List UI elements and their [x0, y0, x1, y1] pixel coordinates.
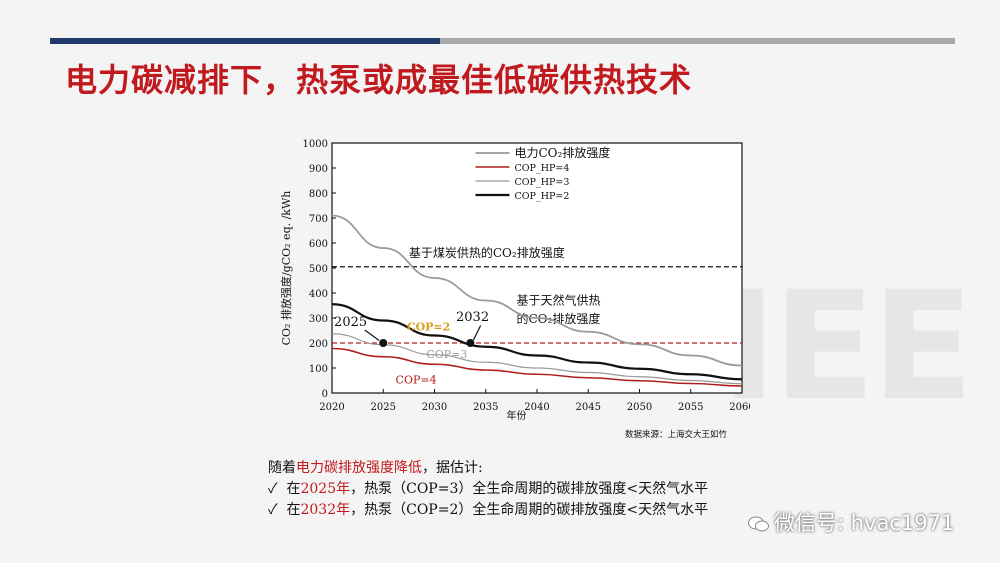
source-note: 数据来源：上海交大王如竹 — [625, 429, 728, 440]
x-tick-label: 2040 — [524, 402, 549, 413]
wechat-watermark: 微信号: hvac1971 — [748, 507, 954, 537]
x-tick-label: 2025 — [371, 402, 396, 413]
x-axis-label: 年份 — [507, 409, 527, 422]
x-tick-label: 2055 — [678, 402, 703, 413]
annotation-2025-arrow — [364, 329, 380, 341]
legend-cop2-label: COP_HP=2 — [515, 191, 570, 202]
series-line-3 — [331, 303, 743, 381]
y-tick-label: 400 — [309, 289, 328, 300]
wechat-icon — [748, 516, 769, 532]
top-accent-bar — [50, 38, 440, 44]
coal-reference-label: 基于煤炭供热的CO₂排放强度 — [409, 245, 565, 260]
bullet-2: ✓ 在2032年，热泵（COP=2）全生命周期的碳排放强度<天然气水平 — [268, 502, 709, 518]
y-tick-label: 600 — [309, 239, 328, 250]
y-tick-label: 900 — [309, 164, 328, 175]
x-tick-label: 2035 — [473, 402, 498, 413]
legend-cop4-label: COP_HP=4 — [515, 163, 570, 174]
legend-electricity-label: 电力CO₂排放强度 — [515, 145, 611, 160]
x-tick-label: 2020 — [319, 402, 344, 413]
check-icon: ✓ — [268, 502, 278, 518]
x-tick-label: 2030 — [422, 402, 447, 413]
slide-title: 电力碳减排下，热泵或成最佳低碳供热技术 — [65, 61, 693, 99]
watermark: IEE — [721, 260, 974, 434]
y-axis-label: CO₂ 排放强度/gCO₂ eq. /kWh — [279, 191, 293, 346]
y-tick-label: 800 — [309, 189, 328, 200]
annotation-cop4: COP=4 — [396, 374, 437, 387]
y-tick-label: 100 — [309, 364, 328, 375]
y-tick-label: 0 — [322, 389, 328, 400]
annotation-2032-arrow — [472, 325, 482, 341]
top-gray-bar — [440, 38, 955, 44]
annotation-2025: 2025 — [334, 315, 367, 330]
series-line-2 — [331, 333, 743, 385]
series-line-0 — [331, 214, 743, 367]
annotation-2032: 2032 — [456, 310, 489, 325]
crossing-marker-2032 — [466, 339, 475, 347]
y-tick-label: 500 — [309, 264, 328, 275]
legend-cop3-label: COP_HP=3 — [515, 177, 570, 188]
gas-reference-label-line2: 的CO₂排放强度 — [517, 311, 601, 326]
series-line-1 — [331, 347, 743, 387]
x-tick-label: 2050 — [627, 402, 652, 413]
summary-text: 随着电力碳排放强度降低，据估计: ✓ 在2025年，热泵（COP=3）全生命周期… — [268, 458, 708, 521]
y-tick-label: 300 — [309, 314, 328, 325]
x-tick-label: 2060 — [729, 402, 750, 413]
y-tick-label: 1000 — [303, 139, 328, 150]
crossing-marker-2025 — [379, 339, 388, 347]
x-tick-label: 2045 — [576, 402, 601, 413]
bullet-1: ✓ 在2025年，热泵（COP=3）全生命周期的碳排放强度<天然气水平 — [268, 481, 709, 497]
y-tick-label: 700 — [309, 214, 328, 225]
summary-line: 随着电力碳排放强度降低，据估计: — [268, 460, 483, 476]
y-tick-label: 200 — [309, 339, 328, 350]
gas-reference-label-line1: 基于天然气供热 — [517, 292, 601, 307]
plot-area — [331, 142, 743, 394]
check-icon: ✓ — [268, 481, 278, 497]
annotation-cop2: COP=2 — [407, 321, 450, 334]
annotation-cop3: COP=3 — [426, 348, 467, 361]
line-chart: 0 100 200 300 400 500 600 700 800 900 1000 2020 2025… — [279, 139, 750, 440]
